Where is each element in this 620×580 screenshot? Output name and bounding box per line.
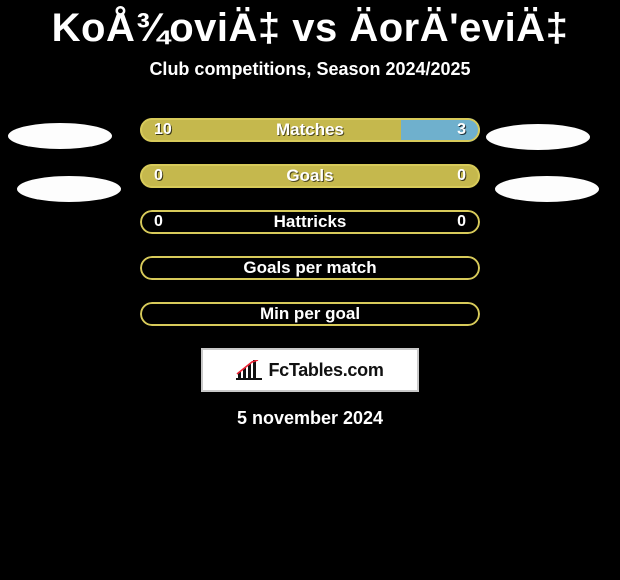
stat-value-right: 0 xyxy=(457,213,466,231)
stat-row: Hattricks0 0 xyxy=(0,210,620,234)
source-logo: FcTables.com xyxy=(201,348,419,392)
stat-value-left: 0 xyxy=(154,213,163,231)
stat-bar: Goals per match xyxy=(140,256,480,280)
page-title: KoÅ¾oviÄ‡ vs ÄorÄ'eviÄ‡ xyxy=(0,0,620,51)
stat-label: Hattricks xyxy=(140,212,480,232)
stat-value-left: 0 xyxy=(154,167,163,185)
stat-bar: Matches10 3 xyxy=(140,118,480,142)
logo-text: FcTables.com xyxy=(268,360,383,381)
stat-label: Min per goal xyxy=(140,304,480,324)
comparison-panel: KoÅ¾oviÄ‡ vs ÄorÄ'eviÄ‡ Club competition… xyxy=(0,0,620,580)
player-silhouette-left xyxy=(8,123,112,149)
generated-date: 5 november 2024 xyxy=(0,408,620,429)
chart-icon xyxy=(236,360,262,380)
stat-bar: Min per goal xyxy=(140,302,480,326)
player-silhouette-right xyxy=(495,176,599,202)
stat-bar: Goals0 0 xyxy=(140,164,480,188)
player-silhouette-right xyxy=(486,124,590,150)
stat-label: Goals xyxy=(140,166,480,186)
stat-value-right: 0 xyxy=(457,167,466,185)
page-subtitle: Club competitions, Season 2024/2025 xyxy=(0,59,620,80)
stat-bar: Hattricks0 0 xyxy=(140,210,480,234)
stat-label: Matches xyxy=(140,120,480,140)
player-silhouette-left xyxy=(17,176,121,202)
stat-row: Goals per match xyxy=(0,256,620,280)
stat-value-right: 3 xyxy=(457,121,466,139)
stat-value-left: 10 xyxy=(154,121,172,139)
stat-row: Min per goal xyxy=(0,302,620,326)
stat-label: Goals per match xyxy=(140,258,480,278)
